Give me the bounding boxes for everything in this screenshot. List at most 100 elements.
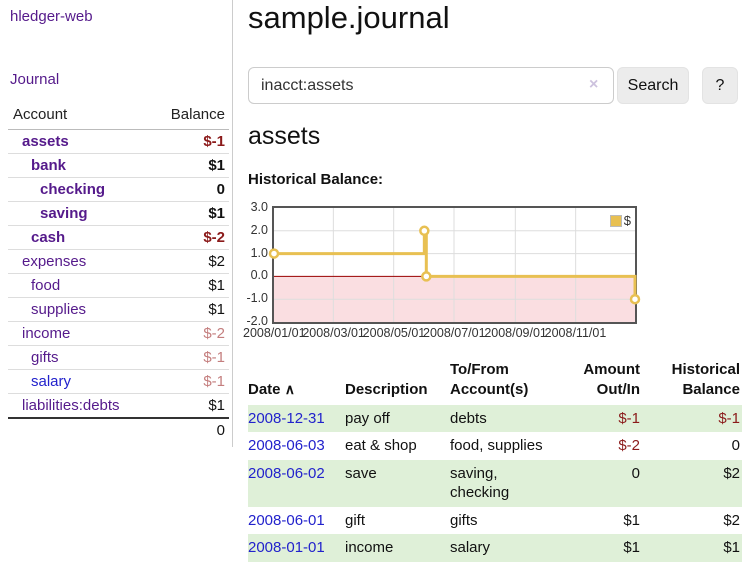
- sidebar-account-link[interactable]: supplies: [31, 301, 87, 318]
- chart-canvas: [268, 208, 641, 322]
- register-header-description: Description: [345, 380, 428, 398]
- transaction-date-link[interactable]: 2008-06-01: [248, 511, 325, 529]
- transaction-description: income: [345, 534, 450, 562]
- transaction-description: eat & shop: [345, 437, 417, 455]
- accounts-table: Account Balance assets $-1 bank $1 checking 0…: [8, 103, 229, 442]
- sidebar-account-link[interactable]: saving: [40, 205, 88, 222]
- account-row: bank $1: [8, 153, 229, 178]
- x-tick-label: 2008/03/01: [302, 326, 365, 340]
- register-row: 2008-06-03 eat & shop food, supplies $-2 0: [248, 432, 742, 460]
- sidebar-account-link[interactable]: checking: [40, 181, 106, 198]
- accounts-header-account: Account: [8, 103, 150, 130]
- sidebar-account-link[interactable]: bank: [31, 157, 67, 174]
- transaction-date-link[interactable]: 2008-06-02: [248, 464, 325, 482]
- account-balance: $-2: [149, 321, 229, 346]
- transaction-balance: $2: [642, 459, 742, 507]
- sidebar-item-journal[interactable]: Journal: [10, 71, 60, 88]
- sidebar-account-link[interactable]: assets: [22, 133, 69, 150]
- sidebar-account-link[interactable]: cash: [31, 229, 66, 246]
- x-tick-label: 2008/05/01: [362, 326, 426, 340]
- y-tick-label: -1.0: [246, 291, 268, 306]
- transaction-description: gift: [345, 511, 366, 529]
- register-header-balance: Historical Balance: [671, 361, 740, 398]
- account-row: checking 0: [8, 177, 229, 202]
- accounts-header-balance: Balance: [149, 103, 229, 130]
- sidebar-account-link[interactable]: salary: [31, 373, 72, 390]
- transaction-amount: $1: [623, 511, 640, 529]
- main-content: sample.journal × Search ? assets Histori…: [243, 0, 742, 582]
- register-row: 2008-06-01 gift gifts $1 $2: [248, 507, 742, 535]
- sidebar: hledger-web Journal Account Balance asse…: [0, 0, 233, 447]
- account-balance: $-1: [203, 133, 225, 150]
- transaction-accounts: salary: [450, 534, 562, 562]
- sidebar-account-link[interactable]: income: [22, 325, 71, 342]
- transaction-date-link[interactable]: 2008-12-31: [248, 409, 325, 427]
- register-row: 2008-12-31 pay off debts $-1 $-1: [248, 404, 742, 433]
- y-tick-label: 0.0: [250, 268, 268, 283]
- y-tick-label: 1.0: [250, 245, 268, 260]
- account-row: saving $1: [8, 201, 229, 226]
- transaction-accounts: saving, checking: [450, 459, 562, 507]
- y-tick-label: 2.0: [250, 222, 268, 237]
- transaction-date-link[interactable]: 2008-06-03: [248, 437, 325, 455]
- accounts-table-body: assets $-1 bank $1 checking 0 saving $1 cash $-2 e…: [8, 130, 229, 418]
- y-tick-label: 3.0: [250, 200, 268, 214]
- register-table: Date ∧ Description To/From Account(s) Am…: [248, 358, 742, 562]
- account-balance: $-1: [149, 369, 229, 394]
- account-balance: $-1: [149, 345, 229, 370]
- help-button[interactable]: ?: [702, 67, 738, 104]
- transaction-accounts: food, supplies: [450, 437, 543, 455]
- sort-ascending-icon: ∧: [284, 380, 295, 397]
- account-row: income $-2: [8, 321, 229, 346]
- balance-chart: $: [268, 206, 641, 324]
- register-header-date[interactable]: Date ∧: [248, 380, 295, 398]
- x-tick-label: 2008/09/01: [484, 326, 547, 340]
- sidebar-account-link[interactable]: expenses: [22, 253, 87, 270]
- transaction-balance: $-1: [642, 404, 742, 433]
- transaction-amount: $-1: [562, 404, 642, 433]
- sidebar-account-link[interactable]: food: [31, 277, 61, 294]
- transaction-amount: $1: [562, 534, 642, 562]
- account-row: supplies $1: [8, 297, 229, 322]
- legend-swatch-icon: [609, 214, 622, 227]
- account-balance: $1: [149, 201, 229, 226]
- account-balance: $1: [149, 153, 229, 178]
- accounts-total-value: 0: [149, 417, 229, 442]
- account-row: assets $-1: [8, 130, 229, 154]
- account-row: food $1: [8, 273, 229, 298]
- account-row: gifts $-1: [8, 345, 229, 370]
- page-title: sample.journal: [248, 0, 450, 35]
- account-balance: $1: [149, 273, 229, 298]
- search-input[interactable]: [248, 67, 614, 104]
- account-balance: $2: [149, 249, 229, 274]
- account-balance: $-2: [149, 225, 229, 250]
- app-title-link[interactable]: hledger-web: [10, 8, 93, 25]
- transaction-balance: $1: [642, 534, 742, 562]
- transaction-accounts: gifts: [450, 511, 478, 529]
- transaction-balance: 0: [731, 437, 740, 455]
- x-tick-label: 2008/01/01: [243, 326, 306, 340]
- register-table-body: 2008-12-31 pay off debts $-1 $-1 2008-06-03 ea…: [248, 404, 742, 562]
- accounts-total-row: 0: [8, 417, 229, 442]
- account-balance: $1: [149, 297, 229, 322]
- account-row: salary $-1: [8, 369, 229, 394]
- transaction-description: save: [345, 459, 450, 507]
- sidebar-account-link[interactable]: gifts: [31, 349, 59, 366]
- search-button[interactable]: Search: [617, 67, 689, 104]
- sidebar-account-link[interactable]: liabilities:debts: [22, 397, 120, 414]
- legend-label: $: [623, 213, 631, 228]
- clear-search-icon[interactable]: ×: [589, 76, 599, 93]
- register-header-accounts: To/From Account(s): [450, 361, 529, 398]
- chart-title: Historical Balance:: [248, 171, 384, 188]
- account-row: cash $-2: [8, 225, 229, 250]
- account-balance: $1: [149, 393, 229, 418]
- x-tick-label: 2008/11/01: [544, 326, 607, 340]
- transaction-date-link[interactable]: 2008-01-01: [248, 539, 325, 557]
- register-row: 2008-01-01 income salary $1 $1: [248, 534, 742, 562]
- transaction-description: pay off: [345, 404, 450, 433]
- transaction-accounts: debts: [450, 404, 562, 433]
- search-form: × Search ?: [248, 67, 742, 104]
- x-tick-label: 2008/07/01: [423, 326, 486, 340]
- register-row: 2008-06-02 save saving, checking 0 $2: [248, 459, 742, 507]
